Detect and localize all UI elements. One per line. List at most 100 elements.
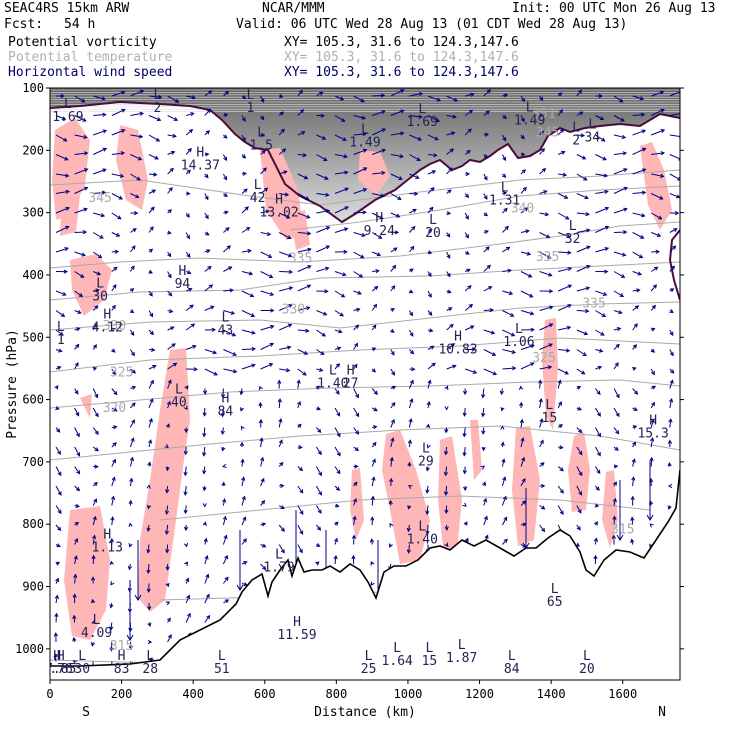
wind-arrowhead	[623, 168, 628, 173]
wind-vector	[129, 457, 134, 467]
wind-arrowhead	[164, 443, 169, 448]
wind-vector	[92, 251, 102, 259]
wind-arrowhead	[298, 89, 303, 94]
wind-vector	[632, 148, 646, 155]
wind-vector	[316, 91, 323, 97]
wind-arrowhead	[90, 576, 96, 581]
wind-vector	[241, 227, 250, 233]
wind-vector	[650, 402, 655, 409]
wind-arrowhead	[578, 89, 583, 94]
wind-arrowhead	[240, 458, 245, 463]
wind-vector	[557, 505, 564, 515]
theta-label: 340	[511, 202, 534, 217]
wind-vector	[111, 91, 125, 97]
wind-vector	[204, 284, 213, 292]
wind-vector	[241, 477, 245, 487]
wind-arrowhead	[323, 157, 328, 161]
wind-arrowhead	[54, 612, 59, 618]
wind-arrowhead	[375, 268, 380, 274]
wind-arrowhead	[83, 134, 88, 140]
wind-vector	[650, 212, 662, 220]
wind-arrowhead	[427, 379, 432, 384]
wind-arrowhead	[75, 487, 81, 492]
wind-vector	[669, 193, 680, 198]
wind-vector	[55, 207, 70, 214]
wind-vector	[297, 232, 311, 235]
wind-vector	[390, 247, 398, 253]
extremum-value: 1.5	[249, 139, 272, 154]
wind-vector	[557, 284, 572, 292]
wind-arrowhead	[613, 481, 617, 486]
wind-vector	[167, 115, 178, 121]
wind-arrowhead	[338, 329, 343, 334]
wind-arrowhead	[433, 153, 438, 158]
wind-arrowhead	[239, 407, 244, 412]
wind-arrowhead	[468, 303, 474, 309]
wind-arrowhead	[221, 481, 226, 486]
wind-arrowhead	[562, 172, 568, 177]
wind-arrowhead	[102, 147, 108, 152]
wind-vector	[371, 128, 386, 136]
extremum-letter: H	[118, 649, 126, 664]
wind-vector	[539, 418, 543, 428]
wind-arrowhead	[564, 370, 569, 375]
wind-vector	[148, 365, 156, 370]
wind-arrowhead	[641, 147, 647, 152]
wind-vector	[55, 446, 61, 455]
extremum-letter: H	[649, 414, 657, 429]
wind-vector	[669, 173, 680, 181]
endpoint-left: S	[82, 705, 90, 720]
wind-arrowhead	[147, 639, 153, 645]
wind-arrowhead	[371, 347, 377, 352]
wind-vector	[204, 193, 209, 200]
wind-vector	[520, 271, 532, 278]
wind-arrowhead	[65, 225, 70, 230]
wind-arrowhead	[596, 469, 601, 475]
wind-arrowhead	[561, 150, 566, 155]
wind-arrowhead	[55, 561, 61, 566]
wind-vector	[390, 265, 396, 272]
wind-arrowhead	[651, 385, 657, 390]
wind-vector	[595, 247, 609, 253]
wind-vector	[372, 172, 385, 175]
wind-vector	[111, 173, 124, 177]
wind-arrowhead	[111, 476, 116, 481]
wind-arrowhead	[344, 206, 349, 211]
extremum-letter: H	[293, 615, 301, 630]
wind-arrowhead	[190, 112, 195, 117]
wind-vector	[204, 266, 212, 272]
wind-vector	[464, 285, 472, 292]
wind-arrowhead	[134, 594, 142, 601]
wind-arrowhead	[96, 271, 102, 276]
wind-vector	[185, 129, 193, 136]
wind-arrowhead	[60, 313, 66, 318]
wind-arrowhead	[91, 554, 96, 560]
wind-arrowhead	[669, 397, 674, 403]
wind-arrowhead	[582, 352, 587, 357]
wind-arrowhead	[316, 526, 322, 531]
wind-arrowhead	[57, 526, 62, 532]
wind-vector	[407, 524, 410, 532]
wind-arrowhead	[407, 505, 412, 510]
wind-arrowhead	[298, 445, 303, 450]
wind-arrowhead	[165, 566, 170, 571]
wind-vector	[74, 555, 77, 565]
wind-arrowhead	[56, 428, 61, 433]
wind-vector	[167, 134, 176, 137]
wind-arrowhead	[430, 187, 435, 192]
wind-arrowhead	[557, 379, 562, 384]
extremum-letter: L	[458, 638, 466, 653]
wind-vector	[74, 187, 88, 194]
wind-vector	[148, 398, 154, 409]
wind-arrowhead	[174, 98, 180, 103]
wind-vector	[595, 290, 607, 296]
wind-vector	[353, 388, 359, 398]
wind-arrowhead	[595, 486, 600, 491]
wind-arrowhead	[131, 245, 136, 250]
wind-arrowhead	[563, 195, 569, 199]
wind-arrowhead	[148, 292, 153, 297]
wind-vector	[241, 459, 244, 467]
wind-vector	[520, 344, 535, 350]
wind-arrowhead	[360, 254, 365, 259]
extremum-value: 1.40	[317, 377, 348, 392]
